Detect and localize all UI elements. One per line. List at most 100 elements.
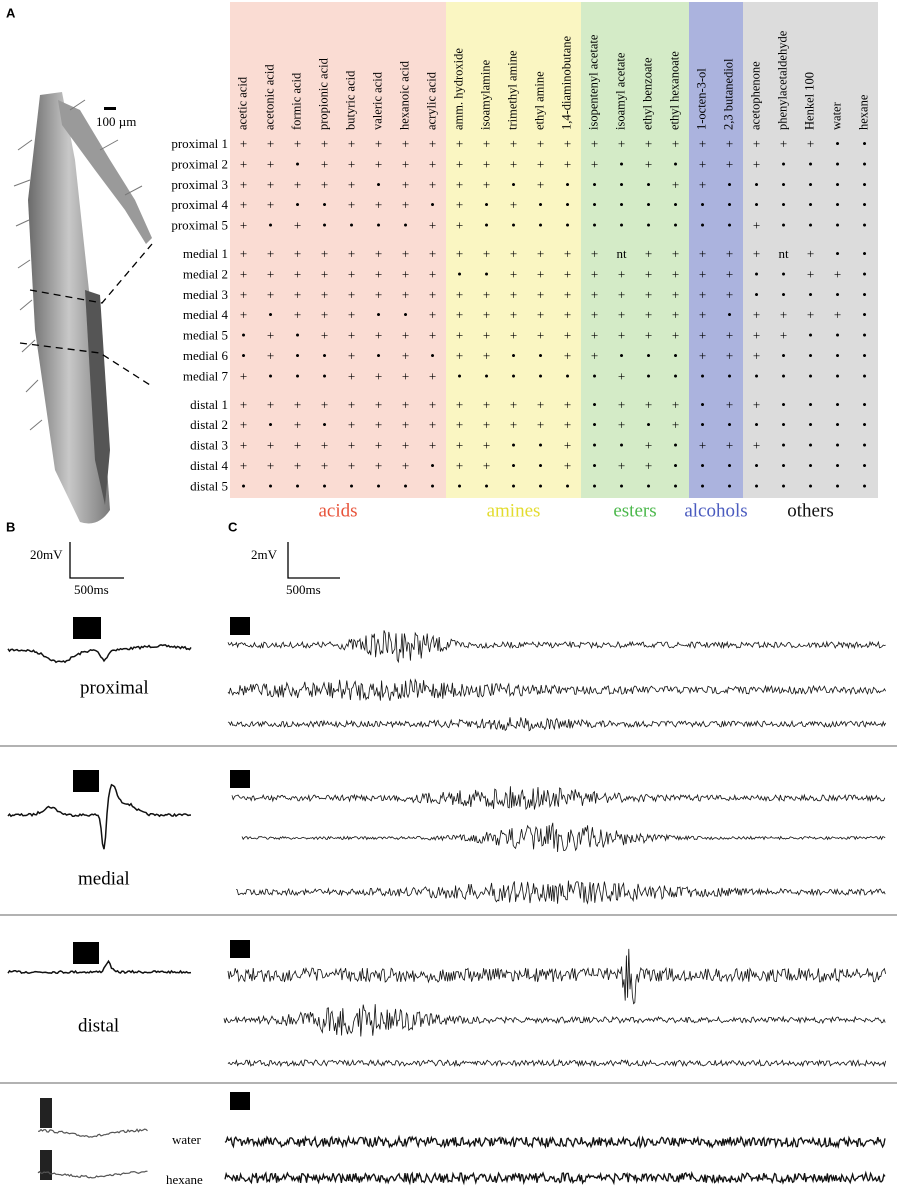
trace [227,630,886,664]
cell: • [322,197,327,212]
cell: + [456,177,463,192]
trace [227,717,886,732]
cell: • [268,218,273,233]
cell: • [295,478,300,493]
cell: • [484,218,489,233]
trace-label: water [172,1132,202,1147]
separators [0,745,897,1084]
cell: + [456,197,463,212]
column-header: Henkel 100 [802,72,816,130]
cell: + [537,156,544,171]
cell: + [834,266,841,281]
cell: + [240,438,247,453]
cell: + [456,438,463,453]
cell: • [430,348,435,363]
cell: • [781,156,786,171]
cell: + [510,417,517,432]
group-background [689,2,743,498]
cell: • [835,458,840,473]
cell: + [267,348,274,363]
cell: + [726,246,733,261]
cell: • [754,266,759,281]
column-header: hexanoic acid [397,60,411,130]
cell: + [456,246,463,261]
cell: + [402,368,409,383]
cell: + [726,136,733,151]
cell: + [402,397,409,412]
cell: + [429,287,436,302]
column-header: isoamyl acetate [613,52,627,130]
cell: • [619,348,624,363]
cell: + [726,266,733,281]
cell: + [564,156,571,171]
cell: + [753,328,760,343]
row-label: proximal 4 [171,197,228,212]
cell: • [268,307,273,322]
cell: + [564,136,571,151]
cell: • [808,478,813,493]
cell: • [700,478,705,493]
row-label: medial 5 [183,328,228,343]
cell: + [375,417,382,432]
cell: + [726,397,733,412]
cell: • [673,458,678,473]
group-label: amines [487,500,541,521]
cell: • [781,458,786,473]
cell: • [808,328,813,343]
cell: • [565,368,570,383]
column-header: amm. hydroxide [451,48,465,130]
cell: • [808,197,813,212]
slow-trace [7,783,192,850]
cell: + [348,328,355,343]
cell: + [753,397,760,412]
cell: + [240,397,247,412]
row-label: medial 1 [183,246,228,261]
cell: + [240,266,247,281]
column-header: phenylacetaldehyde [775,30,789,130]
cell: + [294,218,301,233]
cell: • [592,197,597,212]
row-label: medial 2 [183,266,228,281]
group-label: others [787,500,833,521]
cell: • [295,197,300,212]
cell: • [700,218,705,233]
cell: • [538,478,543,493]
cell: + [321,397,328,412]
cell: • [484,266,489,281]
cell: + [267,197,274,212]
cell: • [646,417,651,432]
cell: • [835,397,840,412]
cell: + [402,246,409,261]
cell: + [510,328,517,343]
group-background [446,2,581,498]
cell: • [268,417,273,432]
cell: • [808,287,813,302]
cell: + [348,156,355,171]
cell: • [376,177,381,192]
trace-label: proximal [80,677,149,698]
cell: + [267,156,274,171]
cell: • [592,218,597,233]
cell: • [862,348,867,363]
cell: + [672,246,679,261]
trace [227,678,886,701]
cell: + [429,368,436,383]
cell: • [808,156,813,171]
cell: • [808,458,813,473]
cell: + [618,266,625,281]
column-header: water [829,101,843,130]
cell: + [564,417,571,432]
cell: + [618,136,625,151]
column-header: hexane [856,94,870,130]
row-label: proximal 2 [171,156,228,171]
cell: • [484,197,489,212]
cell: + [510,156,517,171]
row-label: medial 4 [183,307,229,322]
cell: + [456,348,463,363]
panel-label: B [6,519,15,534]
cell: + [240,156,247,171]
cell: + [402,156,409,171]
cell: • [700,197,705,212]
cell: • [862,478,867,493]
cell: • [808,438,813,453]
